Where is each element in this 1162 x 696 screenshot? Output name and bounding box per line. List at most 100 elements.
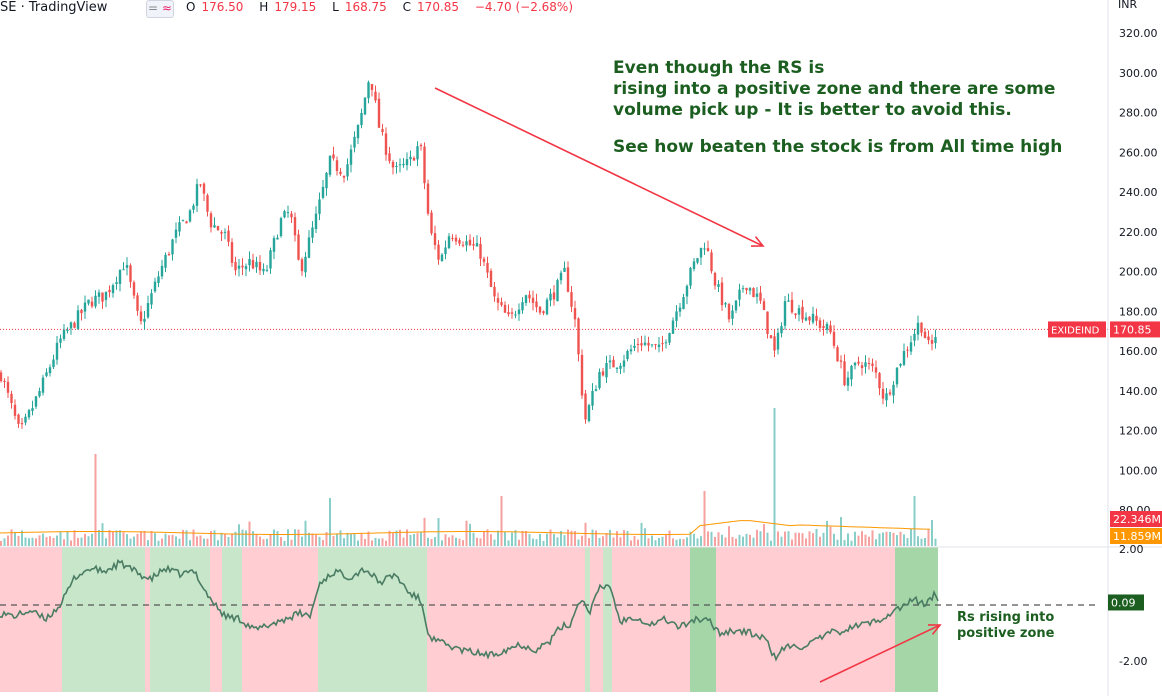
price-tick-label: 120.00 xyxy=(1119,425,1158,438)
symbol-badge[interactable]: EXIDEIND xyxy=(1048,321,1106,338)
candle-body xyxy=(83,302,87,312)
volume-bar xyxy=(70,540,72,546)
candle-body xyxy=(244,266,248,270)
last-price-badge-bg xyxy=(1110,321,1160,338)
candle-body xyxy=(640,343,643,346)
candle-body xyxy=(902,351,906,365)
candle-body xyxy=(566,267,570,292)
volume-ma-badge-bg xyxy=(1110,528,1162,544)
candle-body xyxy=(549,293,552,301)
volume-bar xyxy=(378,538,380,546)
candle-body xyxy=(206,195,209,212)
legend-bar: SE · TradingView = ≈ O 176.50 H 179.15 L 16… xyxy=(0,0,1110,18)
candle-body xyxy=(909,342,913,352)
candle-body xyxy=(927,336,930,341)
volume-bar xyxy=(654,540,657,546)
volume-bar xyxy=(28,538,30,546)
candle-body xyxy=(657,344,661,348)
candle-body xyxy=(0,372,3,382)
volume-bar xyxy=(560,531,562,546)
candle-body xyxy=(55,342,59,360)
candle-body xyxy=(283,211,286,218)
candle-body xyxy=(20,423,24,425)
volume-bars xyxy=(0,408,937,546)
volume-bar xyxy=(178,538,181,546)
rs-value-badge[interactable]: 0.09 xyxy=(1108,594,1144,611)
symbol-title[interactable]: SE · TradingView xyxy=(0,0,108,15)
volume-bar xyxy=(150,530,153,546)
rs-zone xyxy=(318,547,427,692)
candle-body xyxy=(496,298,500,303)
candle-body xyxy=(437,244,440,260)
candle-body xyxy=(111,285,115,294)
volume-bar xyxy=(203,538,205,546)
volume-ma-badge[interactable]: 11.859M xyxy=(1110,528,1162,544)
candle-body xyxy=(570,292,573,307)
symbol-badge-bg xyxy=(1048,321,1106,338)
candle-body xyxy=(108,289,111,293)
volume-bar xyxy=(609,529,611,546)
candle-body xyxy=(293,217,297,236)
volume-bar xyxy=(864,534,867,546)
last-price-badge[interactable]: 170.85 xyxy=(1110,321,1160,338)
volume-bar xyxy=(276,531,279,546)
candle-body xyxy=(59,338,62,343)
volume-bar xyxy=(920,538,923,546)
volume-bar xyxy=(192,529,195,546)
rs-zone xyxy=(895,547,938,692)
volume-bar xyxy=(49,536,51,546)
candle-body xyxy=(794,313,797,316)
currency-label[interactable]: INR xyxy=(1118,0,1138,11)
candle-body xyxy=(475,243,479,247)
candle-body xyxy=(160,265,164,277)
volume-bar xyxy=(717,532,720,546)
volume-bar xyxy=(861,531,863,546)
volume-bar xyxy=(402,537,405,546)
candle-body xyxy=(521,302,524,311)
volume-bar xyxy=(122,532,125,546)
volume-bar xyxy=(829,526,832,546)
candle-body xyxy=(587,405,591,421)
candle-body xyxy=(920,322,923,333)
volume-badge[interactable]: 22.346M xyxy=(1110,511,1162,527)
candle-body xyxy=(888,392,892,395)
candle-body xyxy=(850,365,853,380)
annotation-main-note-2: See how beaten the stock is from All tim… xyxy=(613,137,1063,157)
volume-bar xyxy=(668,530,671,546)
volume-bar xyxy=(220,532,223,546)
price-tick-label: 100.00 xyxy=(1119,464,1158,477)
volume-bar xyxy=(472,532,475,546)
candle-body xyxy=(748,288,752,291)
candle-body xyxy=(500,302,503,306)
volume-bar xyxy=(364,538,366,546)
volume-bar xyxy=(479,538,482,546)
candle-body xyxy=(626,350,629,360)
volume-bar xyxy=(773,408,776,546)
candle-body xyxy=(136,295,139,311)
volume-bar xyxy=(52,537,55,546)
candle-body xyxy=(209,213,213,228)
volume-bar xyxy=(0,540,2,546)
candle-body xyxy=(682,297,685,310)
chart-style-toggle[interactable]: = ≈ xyxy=(146,0,174,18)
volume-bar xyxy=(525,530,527,546)
volume-bar xyxy=(896,535,898,546)
candle-body xyxy=(584,393,587,420)
volume-bar xyxy=(66,531,69,546)
candle-body xyxy=(874,367,878,373)
volume-bar xyxy=(140,531,142,546)
candle-body xyxy=(167,254,171,256)
volume-bar xyxy=(696,538,699,546)
candle-body xyxy=(367,82,370,99)
candle-body xyxy=(125,264,129,268)
volume-bar xyxy=(3,538,6,546)
volume-bar xyxy=(808,531,811,546)
ohlc-readout: O 176.50 H 179.15 L 168.75 C 170.85 −4.70 (−… xyxy=(186,0,585,14)
volume-bar xyxy=(196,536,198,546)
volume-bar xyxy=(357,540,359,546)
candle-body xyxy=(738,289,741,300)
volume-bar xyxy=(129,538,132,546)
candle-body xyxy=(132,282,136,296)
